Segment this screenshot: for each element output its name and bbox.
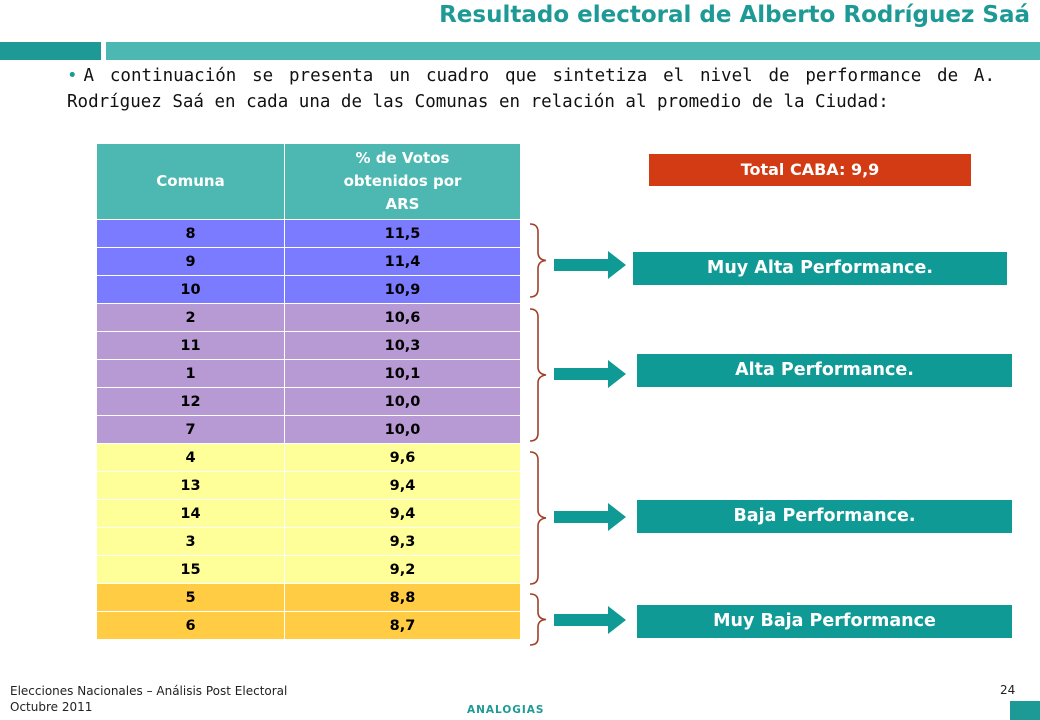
table-row: 3 9,3 <box>96 527 521 556</box>
intro-text: A continuación se presenta un cuadro que… <box>67 66 995 112</box>
cell-comuna: 7 <box>96 415 285 444</box>
category-muy-baja: Muy Baja Performance <box>637 605 1012 638</box>
page-number: 24 <box>1000 683 1016 697</box>
cell-comuna: 15 <box>96 555 285 584</box>
table-row: 2 10,6 <box>96 303 521 332</box>
cell-votos: 10,3 <box>284 331 521 360</box>
cell-votos: 9,2 <box>284 555 521 584</box>
cell-comuna: 5 <box>96 583 285 612</box>
cell-votos: 10,1 <box>284 359 521 388</box>
page-title: Resultado electoral de Alberto Rodríguez… <box>439 2 1030 28</box>
arrow-right-icon <box>554 360 626 388</box>
column-header-votos: % de Votos obtenidos por ARS <box>284 143 521 220</box>
cell-comuna: 1 <box>96 359 285 388</box>
cell-comuna: 11 <box>96 331 285 360</box>
header-accent-bar-left <box>0 42 101 60</box>
brace-icon <box>529 593 547 646</box>
cell-votos: 11,4 <box>284 247 521 276</box>
column-header-comuna: Comuna <box>96 143 285 220</box>
category-baja: Baja Performance. <box>637 500 1012 533</box>
table-row: 13 9,4 <box>96 471 521 500</box>
corner-accent-block <box>1010 701 1040 720</box>
cell-votos: 10,6 <box>284 303 521 332</box>
table-row: 8 11,5 <box>96 219 521 248</box>
arrow-right-icon <box>554 251 626 279</box>
cell-comuna: 13 <box>96 471 285 500</box>
cell-votos: 11,5 <box>284 219 521 248</box>
table-row: 11 10,3 <box>96 331 521 360</box>
cell-votos: 8,8 <box>284 583 521 612</box>
header-accent-bar-right <box>106 42 1040 60</box>
table-row: 15 9,2 <box>96 555 521 584</box>
cell-votos: 9,4 <box>284 499 521 528</box>
table-row: 10 10,9 <box>96 275 521 304</box>
results-table: Comuna % de Votos obtenidos por ARS 8 11,… <box>96 143 521 640</box>
table-header-row: Comuna % de Votos obtenidos por ARS <box>96 143 521 220</box>
category-muy-alta: Muy Alta Performance. <box>633 252 1007 285</box>
cell-comuna: 12 <box>96 387 285 416</box>
bullet-icon: • <box>67 66 78 86</box>
table-row: 12 10,0 <box>96 387 521 416</box>
cell-comuna: 6 <box>96 611 285 640</box>
brace-icon <box>529 308 547 442</box>
table-row: 1 10,1 <box>96 359 521 388</box>
brand-logo: ANALOGIAS <box>467 704 545 716</box>
cell-votos: 9,3 <box>284 527 521 556</box>
category-alta: Alta Performance. <box>637 354 1012 387</box>
arrow-right-icon <box>554 503 626 531</box>
table-body: 8 11,5 9 11,4 10 10,9 2 10,6 11 10,3 1 10,1 12 10,0 7 1… <box>96 219 521 640</box>
table-row: 6 8,7 <box>96 611 521 640</box>
cell-votos: 10,0 <box>284 387 521 416</box>
brace-icon <box>529 223 547 298</box>
cell-comuna: 10 <box>96 275 285 304</box>
cell-comuna: 2 <box>96 303 285 332</box>
cell-votos: 9,4 <box>284 471 521 500</box>
brace-icon <box>529 451 547 585</box>
table-row: 14 9,4 <box>96 499 521 528</box>
footer-line-2: Octubre 2011 <box>10 700 93 714</box>
intro-paragraph: • A continuación se presenta un cuadro qu… <box>67 63 995 115</box>
column-header-votos-text: % de Votos obtenidos por ARS <box>343 149 462 213</box>
table-row: 9 11,4 <box>96 247 521 276</box>
footer-line-1: Elecciones Nacionales – Análisis Post El… <box>10 684 288 698</box>
cell-comuna: 14 <box>96 499 285 528</box>
footer-text: Elecciones Nacionales – Análisis Post El… <box>10 683 287 715</box>
cell-comuna: 8 <box>96 219 285 248</box>
table-row: 4 9,6 <box>96 443 521 472</box>
cell-votos: 8,7 <box>284 611 521 640</box>
arrow-right-icon <box>554 606 626 634</box>
cell-votos: 9,6 <box>284 443 521 472</box>
total-caba-badge: Total CABA: 9,9 <box>649 154 971 186</box>
cell-comuna: 4 <box>96 443 285 472</box>
cell-votos: 10,0 <box>284 415 521 444</box>
table-row: 5 8,8 <box>96 583 521 612</box>
cell-comuna: 3 <box>96 527 285 556</box>
cell-votos: 10,9 <box>284 275 521 304</box>
table-row: 7 10,0 <box>96 415 521 444</box>
cell-comuna: 9 <box>96 247 285 276</box>
